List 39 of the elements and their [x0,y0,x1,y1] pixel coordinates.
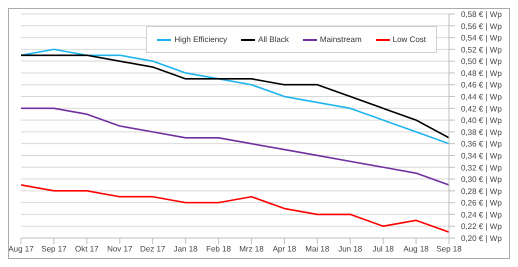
y-tick-label: 0,34 € | Wp [461,151,502,160]
y-tick-label: 0,50 € | Wp [461,57,502,66]
x-tick-label: Mrz 18 [239,244,264,254]
x-tick-label: Okt 17 [75,244,100,254]
x-tick-label: Mai 18 [305,244,330,254]
x-tick-label: Aug 18 [403,244,430,254]
y-tick-label: 0,44 € | Wp [461,92,502,102]
x-tick-label: Jun 18 [338,244,363,254]
y-tick-label: 0,40 € | Wp [461,116,502,126]
line-series [21,184,449,233]
x-tick-label: Sep 18 [436,244,462,254]
x-tick-label: Jan 18 [174,244,198,254]
y-tick-label: 0,46 € | Wp [461,80,502,90]
legend-label: High Efficiency [174,35,228,44]
y-tick-label: 0,58 € | Wp [461,10,502,19]
x-tick-label: Nov 17 [107,244,133,254]
x-tick-label: Apr 18 [272,244,297,254]
legend-label: Mainstream [320,35,362,44]
y-tick-label: 0,36 € | Wp [461,140,502,149]
x-tick-label: Feb 18 [206,244,232,254]
y-tick-label: 0,56 € | Wp [461,22,502,31]
legend-label: Low Cost [392,35,426,44]
y-tick-label: 0,42 € | Wp [461,104,502,114]
x-tick-label: Dez 17 [140,244,166,254]
line-series [21,108,449,186]
x-tick-label: Jul 18 [372,244,394,254]
y-tick-label: 0,38 € | Wp [461,128,502,137]
y-tick-label: 0,54 € | Wp [461,34,502,43]
legend-label: All Black [258,35,289,44]
y-tick-label: 0,22 € | Wp [461,222,502,232]
y-tick-label: 0,20 € | Wp [461,234,502,243]
x-tick-label: Sep 17 [41,244,68,254]
y-tick-label: 0,32 € | Wp [461,163,502,172]
y-tick-label: 0,48 € | Wp [461,68,502,78]
y-tick-label: 0,28 € | Wp [461,186,502,196]
y-tick-label: 0,52 € | Wp [461,45,502,54]
y-tick-label: 0,26 € | Wp [461,198,502,208]
y-tick-label: 0,24 € | Wp [461,210,502,220]
y-tick-label: 0,30 € | Wp [461,175,502,184]
